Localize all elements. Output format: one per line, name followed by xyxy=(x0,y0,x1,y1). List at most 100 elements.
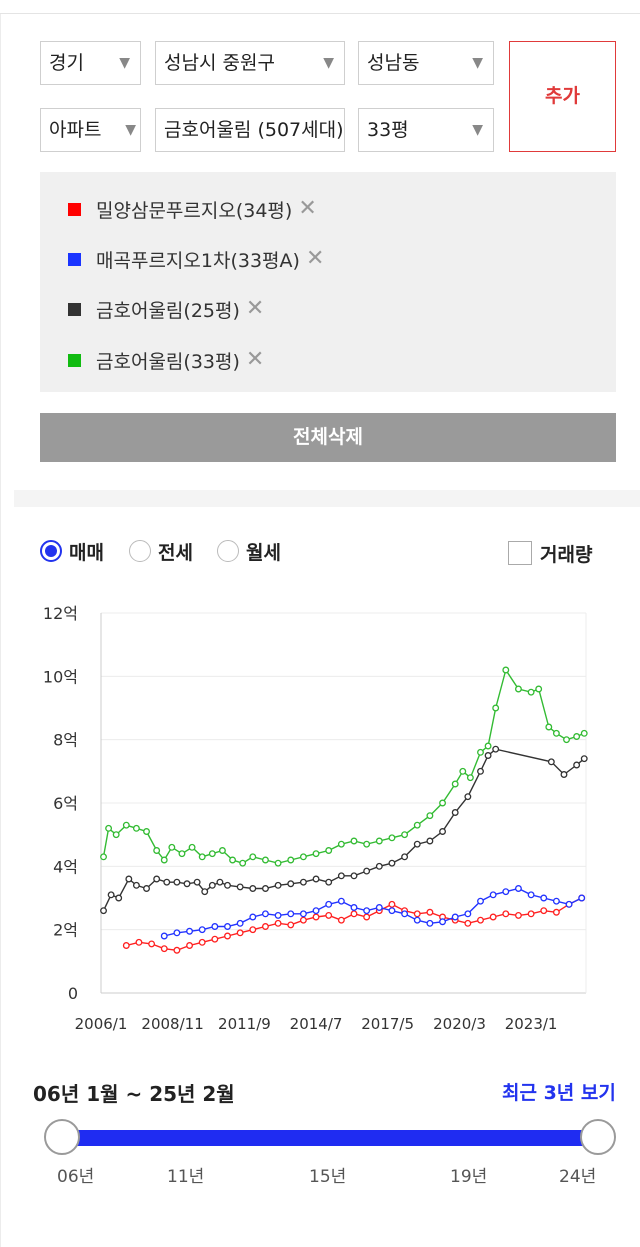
city-select[interactable]: 성남시 중원구 ▼ xyxy=(155,41,345,85)
data-point xyxy=(439,828,446,835)
data-point xyxy=(388,859,396,867)
dong-value: 성남동 xyxy=(367,52,420,74)
close-icon[interactable]: ✕ xyxy=(245,347,265,372)
series-color-swatch xyxy=(68,302,81,316)
data-point xyxy=(115,894,123,902)
delete-all-button[interactable]: 전체삭제 xyxy=(40,413,616,462)
data-point xyxy=(451,809,459,816)
data-point xyxy=(229,856,237,864)
add-button[interactable]: 추가 xyxy=(509,41,616,152)
data-point xyxy=(464,793,472,801)
data-point xyxy=(186,942,193,949)
data-point xyxy=(299,878,307,886)
type-select[interactable]: 아파트 ▼ xyxy=(40,108,141,152)
close-icon[interactable]: ✕ xyxy=(245,296,265,321)
complex-select[interactable]: 금호어울림 (507세대) xyxy=(155,108,345,152)
radio-label: 월세 xyxy=(246,541,281,564)
data-point xyxy=(274,859,282,867)
data-point xyxy=(477,748,484,756)
data-point xyxy=(337,872,345,880)
radio-monthly[interactable]: 월세 xyxy=(217,537,281,565)
data-point xyxy=(325,900,333,908)
data-point xyxy=(153,875,161,883)
data-point xyxy=(208,850,216,858)
data-point xyxy=(514,685,522,693)
radio-sale[interactable]: 매매 xyxy=(40,537,104,565)
data-point xyxy=(451,913,459,921)
data-point xyxy=(178,850,186,858)
data-point xyxy=(236,883,244,891)
data-point xyxy=(502,910,510,918)
range-end-handle[interactable] xyxy=(580,1119,616,1155)
range-start-handle[interactable] xyxy=(44,1119,80,1155)
data-point xyxy=(100,853,107,861)
slider-year-label: 15년 xyxy=(309,1167,347,1187)
y-tick-label: 6억 xyxy=(53,794,78,813)
data-point xyxy=(112,831,120,839)
list-item: 밀양삼문푸르지오(34평) ✕ xyxy=(68,194,317,224)
region-select[interactable]: 경기 ▼ xyxy=(40,41,141,85)
data-point xyxy=(218,847,226,854)
data-point xyxy=(350,837,358,845)
data-point xyxy=(236,929,244,937)
chevron-down-icon: ▼ xyxy=(472,122,483,138)
data-point xyxy=(363,907,371,915)
data-point xyxy=(132,824,140,832)
data-point xyxy=(125,875,133,883)
data-point xyxy=(426,908,434,916)
dong-select[interactable]: 성남동 ▼ xyxy=(358,41,494,85)
data-point xyxy=(160,856,168,864)
chevron-down-icon: ▼ xyxy=(472,55,483,71)
recent-3-years-link[interactable]: 최근 3년 보기 xyxy=(502,1082,616,1104)
data-point xyxy=(122,821,130,829)
price-chart: 0 2억 4억 6억 8억 10억 12억 2006/1 2008/11 2011/9 2014/7… xyxy=(43,604,588,1033)
data-point xyxy=(201,888,209,896)
size-select[interactable]: 33평 ▼ xyxy=(358,108,494,152)
data-point xyxy=(413,821,421,829)
data-point xyxy=(325,847,333,854)
data-point xyxy=(489,891,497,899)
y-tick-label: 8억 xyxy=(53,731,78,750)
data-point xyxy=(552,729,560,737)
region-value: 경기 xyxy=(49,52,84,74)
data-point xyxy=(224,923,231,930)
range-track[interactable] xyxy=(62,1130,598,1146)
data-point xyxy=(287,910,295,918)
data-point xyxy=(492,704,500,712)
data-point xyxy=(261,910,269,918)
data-point xyxy=(325,878,333,886)
data-point xyxy=(514,911,522,919)
slider-year-label: 19년 xyxy=(450,1167,488,1187)
slider-year-label: 06년 xyxy=(57,1167,95,1187)
data-point xyxy=(477,897,484,905)
data-point xyxy=(239,859,247,867)
data-point xyxy=(224,932,231,940)
data-point xyxy=(388,900,396,908)
volume-checkbox[interactable]: 거래량 xyxy=(508,539,592,567)
data-point xyxy=(107,891,115,899)
data-point xyxy=(160,932,168,940)
x-tick-label: 2020/3 xyxy=(433,1015,486,1033)
selected-list: 밀양삼문푸르지오(34평) ✕ 매곡푸르지오1차(33평A) ✕ 금호어울림(2… xyxy=(40,172,616,392)
data-point xyxy=(261,885,269,892)
data-point xyxy=(560,771,568,778)
radio-label: 전세 xyxy=(158,541,193,564)
series-color-swatch xyxy=(68,202,81,216)
close-icon[interactable]: ✕ xyxy=(298,196,317,221)
data-point xyxy=(464,910,472,918)
close-icon[interactable]: ✕ xyxy=(305,246,325,271)
data-point xyxy=(249,926,257,934)
radio-circle xyxy=(217,540,239,562)
data-point xyxy=(375,862,383,870)
data-point xyxy=(132,881,140,889)
data-point xyxy=(211,923,219,930)
data-point xyxy=(565,900,573,908)
x-tick-label: 2011/9 xyxy=(218,1015,271,1033)
series-color-swatch xyxy=(68,353,81,367)
radio-jeonse[interactable]: 전세 xyxy=(129,537,193,565)
data-point xyxy=(208,881,216,889)
slider-year-label: 11년 xyxy=(167,1167,205,1187)
data-point xyxy=(459,767,467,775)
data-point xyxy=(312,850,320,858)
data-point xyxy=(299,853,307,861)
